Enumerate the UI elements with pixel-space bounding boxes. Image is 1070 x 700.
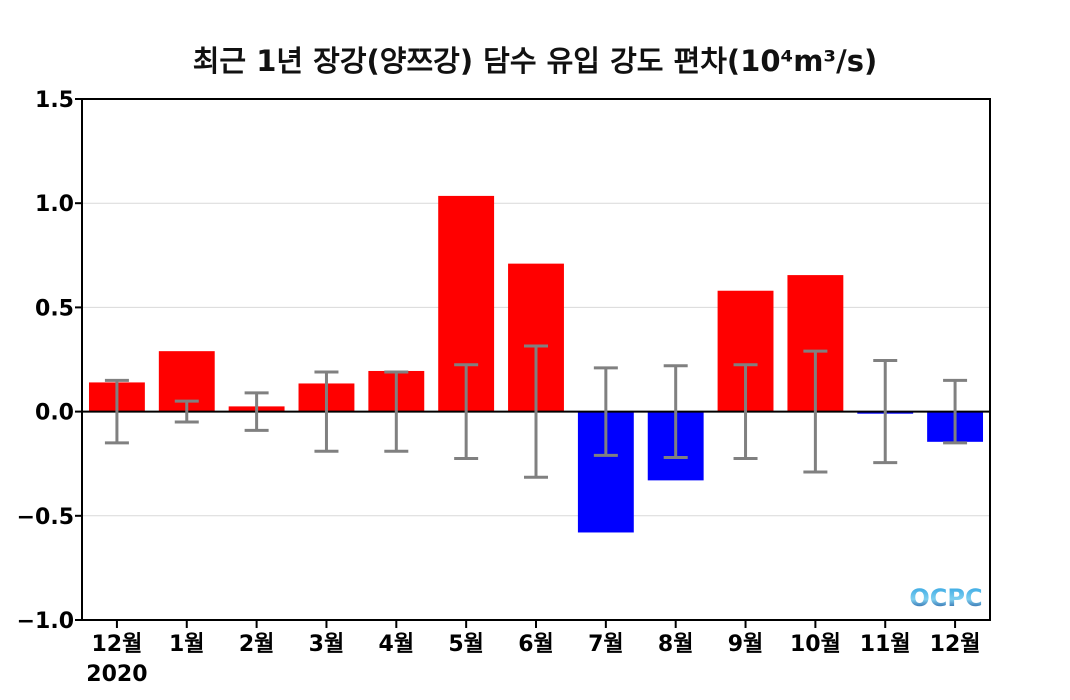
x-tick-label: 1월 (169, 632, 205, 657)
y-tick-label: 0.5 (35, 296, 74, 321)
ocpc-logo: OCPC (909, 584, 982, 612)
x-tick-label: 6월 (518, 632, 554, 657)
y-tick-label: 0.0 (35, 401, 74, 426)
x-tick-label: 7월 (588, 632, 624, 657)
x-tick-label: 9월 (728, 632, 764, 657)
x-tick-label: 5월 (448, 632, 484, 657)
y-tick-label: −1.0 (17, 609, 74, 634)
x-tick-label: 8월 (658, 632, 694, 657)
x-tick-label: 2월 (239, 632, 275, 657)
x-tick-label: 3월 (309, 632, 345, 657)
chart-title: 최근 1년 장강(양쯔강) 담수 유입 강도 편차(10⁴m³/s) (0, 38, 1070, 80)
y-tick-label: 1.5 (35, 88, 74, 113)
x-tick-label: 12월 (91, 632, 142, 657)
y-tick-label: −0.5 (17, 505, 74, 530)
year-label: 2020 (86, 662, 147, 687)
x-tick-label: 12월 (930, 632, 981, 657)
title-text: 최근 1년 장강(양쯔강) 담수 유입 강도 편차 (192, 44, 727, 78)
title-unit: (10⁴m³/s) (726, 44, 878, 78)
x-tick-label: 4월 (379, 632, 415, 657)
y-tick-label: 1.0 (35, 192, 74, 217)
x-tick-label: 10월 (790, 632, 841, 657)
x-tick-label: 11월 (860, 632, 911, 657)
